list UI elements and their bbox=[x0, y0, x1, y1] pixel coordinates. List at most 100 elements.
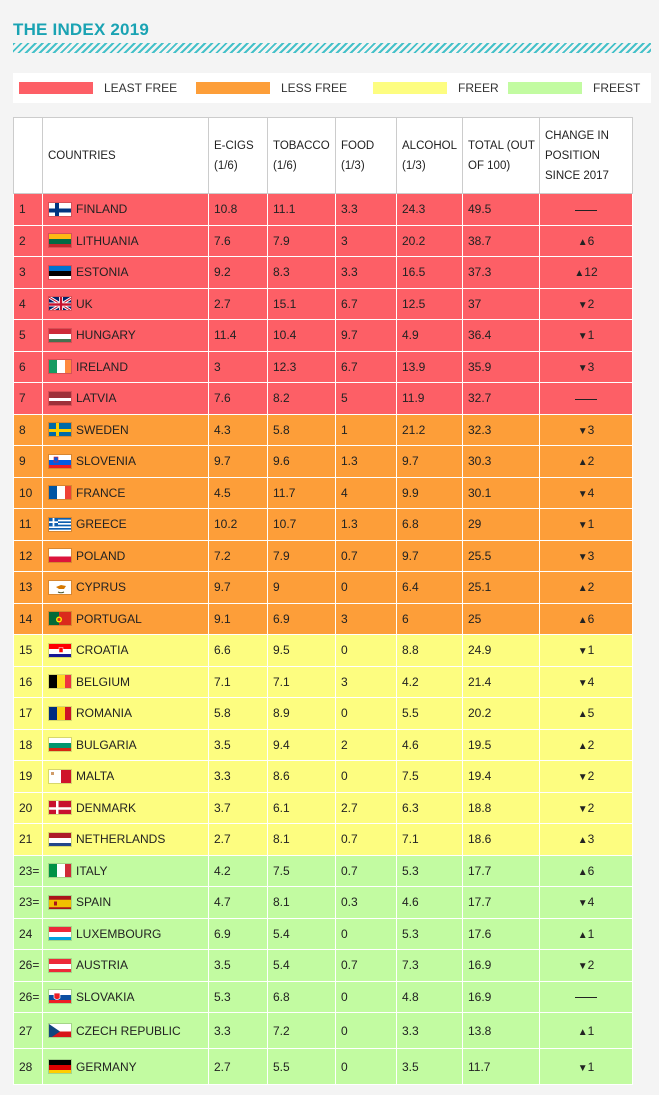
uk-flag-icon bbox=[48, 296, 72, 312]
tobacco-cell: 10.4 bbox=[267, 319, 336, 352]
food-cell: 0 bbox=[335, 980, 397, 1013]
country-name: IRELAND bbox=[76, 359, 129, 374]
ecigs-cell: 9.2 bbox=[208, 256, 268, 289]
country-name: SPAIN bbox=[76, 895, 112, 910]
alcohol-cell: 12.5 bbox=[396, 287, 463, 320]
change-cell: ▼1 bbox=[539, 634, 633, 667]
change-cell: ▲6 bbox=[539, 854, 633, 887]
rank-cell: 2 bbox=[13, 224, 43, 257]
ecigs-cell: 9.7 bbox=[208, 445, 268, 478]
no-change-dash-icon bbox=[575, 209, 597, 211]
tobacco-cell: 9.6 bbox=[267, 445, 336, 478]
alcohol-cell: 4.2 bbox=[396, 665, 463, 698]
country-cell: MALTA bbox=[42, 760, 209, 793]
country-cell: GREECE bbox=[42, 508, 209, 541]
country-name: ROMANIA bbox=[76, 706, 133, 721]
change-cell: ▲2 bbox=[539, 571, 633, 604]
triangle-down-icon: ▼ bbox=[577, 961, 588, 973]
total-cell: 25.5 bbox=[462, 539, 540, 572]
total-cell: 18.6 bbox=[462, 823, 540, 856]
germany-flag-icon bbox=[48, 1059, 72, 1074]
food-cell: 1 bbox=[335, 413, 397, 446]
rank-cell: 28 bbox=[13, 1048, 43, 1085]
total-cell: 25.1 bbox=[462, 571, 540, 604]
country-name: GERMANY bbox=[76, 1059, 137, 1074]
change-value: 2 bbox=[587, 958, 595, 973]
austria-flag-icon bbox=[48, 957, 72, 973]
food-cell: 9.7 bbox=[335, 319, 397, 352]
food-cell: 3.3 bbox=[335, 193, 397, 226]
ecigs-cell: 3 bbox=[208, 350, 268, 383]
tobacco-cell: 5.8 bbox=[267, 413, 336, 446]
change-cell bbox=[539, 382, 633, 415]
tobacco-cell: 8.6 bbox=[267, 760, 336, 793]
food-cell: 5 bbox=[335, 382, 397, 415]
alcohol-cell: 21.2 bbox=[396, 413, 463, 446]
country-name: SLOVAKIA bbox=[76, 989, 135, 1004]
total-cell: 37 bbox=[462, 287, 540, 320]
triangle-up-icon: ▲ bbox=[577, 1026, 588, 1038]
triangle-down-icon: ▼ bbox=[577, 898, 588, 910]
change-cell: ▲5 bbox=[539, 697, 633, 730]
page-title: THE INDEX 2019 bbox=[13, 20, 150, 39]
country-name: HUNGARY bbox=[76, 328, 136, 343]
rank-cell: 17 bbox=[13, 697, 43, 730]
header-tobacco: TOBACCO (1/6) bbox=[267, 117, 336, 194]
triangle-up-icon: ▲ bbox=[577, 457, 588, 469]
change-value: 1 bbox=[587, 1059, 595, 1074]
ireland-flag-icon bbox=[48, 359, 72, 375]
country-cell: BULGARIA bbox=[42, 728, 209, 761]
food-cell: 0 bbox=[335, 571, 397, 604]
country-cell: SPAIN bbox=[42, 886, 209, 919]
triangle-up-icon: ▲ bbox=[577, 835, 588, 847]
rank-cell: 19 bbox=[13, 760, 43, 793]
food-cell: 1.3 bbox=[335, 445, 397, 478]
rank-cell: 3 bbox=[13, 256, 43, 289]
tobacco-cell: 6.9 bbox=[267, 602, 336, 635]
rank-cell: 23= bbox=[13, 886, 43, 919]
alcohol-cell: 7.1 bbox=[396, 823, 463, 856]
rank-cell: 18 bbox=[13, 728, 43, 761]
rank-cell: 27 bbox=[13, 1012, 43, 1049]
alcohol-cell: 7.3 bbox=[396, 949, 463, 982]
alcohol-cell: 8.8 bbox=[396, 634, 463, 667]
food-cell: 0 bbox=[335, 1048, 397, 1085]
rank-cell: 26= bbox=[13, 980, 43, 1013]
country-name: PORTUGAL bbox=[76, 611, 142, 626]
country-name: FINLAND bbox=[76, 202, 128, 217]
change-cell: ▲2 bbox=[539, 445, 633, 478]
latvia-flag-icon bbox=[48, 390, 72, 406]
change-value: 4 bbox=[587, 895, 595, 910]
change-value: 3 bbox=[587, 832, 595, 847]
tobacco-cell: 6.8 bbox=[267, 980, 336, 1013]
alcohol-cell: 4.8 bbox=[396, 980, 463, 1013]
country-cell: SLOVAKIA bbox=[42, 980, 209, 1013]
header-total: TOTAL (OUT OF 100) bbox=[462, 117, 540, 194]
country-name: POLAND bbox=[76, 548, 126, 563]
total-cell: 18.8 bbox=[462, 791, 540, 824]
table-row: 14 PORTUGAL 9.1 6.9 3 6 25 ▲6 bbox=[13, 602, 633, 635]
triangle-up-icon: ▲ bbox=[577, 614, 588, 626]
change-cell bbox=[539, 980, 633, 1013]
food-cell: 0 bbox=[335, 917, 397, 950]
country-cell: GERMANY bbox=[42, 1048, 209, 1085]
country-cell: LITHUANIA bbox=[42, 224, 209, 257]
table-row: 10 FRANCE 4.5 11.7 4 9.9 30.1 ▼4 bbox=[13, 476, 633, 509]
alcohol-cell: 7.5 bbox=[396, 760, 463, 793]
country-cell: PORTUGAL bbox=[42, 602, 209, 635]
food-cell: 3.3 bbox=[335, 256, 397, 289]
denmark-flag-icon bbox=[48, 800, 72, 816]
greece-flag-icon bbox=[48, 516, 72, 532]
croatia-flag-icon bbox=[48, 642, 72, 658]
total-cell: 16.9 bbox=[462, 949, 540, 982]
food-cell: 4 bbox=[335, 476, 397, 509]
table-row: 23= ITALY 4.2 7.5 0.7 5.3 17.7 ▲6 bbox=[13, 854, 633, 887]
table-row: 1 FINLAND 10.8 11.1 3.3 24.3 49.5 bbox=[13, 193, 633, 226]
ecigs-cell: 3.5 bbox=[208, 949, 268, 982]
tobacco-cell: 8.1 bbox=[267, 886, 336, 919]
change-cell: ▲6 bbox=[539, 224, 633, 257]
change-cell: ▼4 bbox=[539, 886, 633, 919]
belgium-flag-icon bbox=[48, 674, 72, 690]
header-alcohol: ALCOHOL (1/3) bbox=[396, 117, 463, 194]
spain-flag-icon bbox=[48, 894, 72, 910]
